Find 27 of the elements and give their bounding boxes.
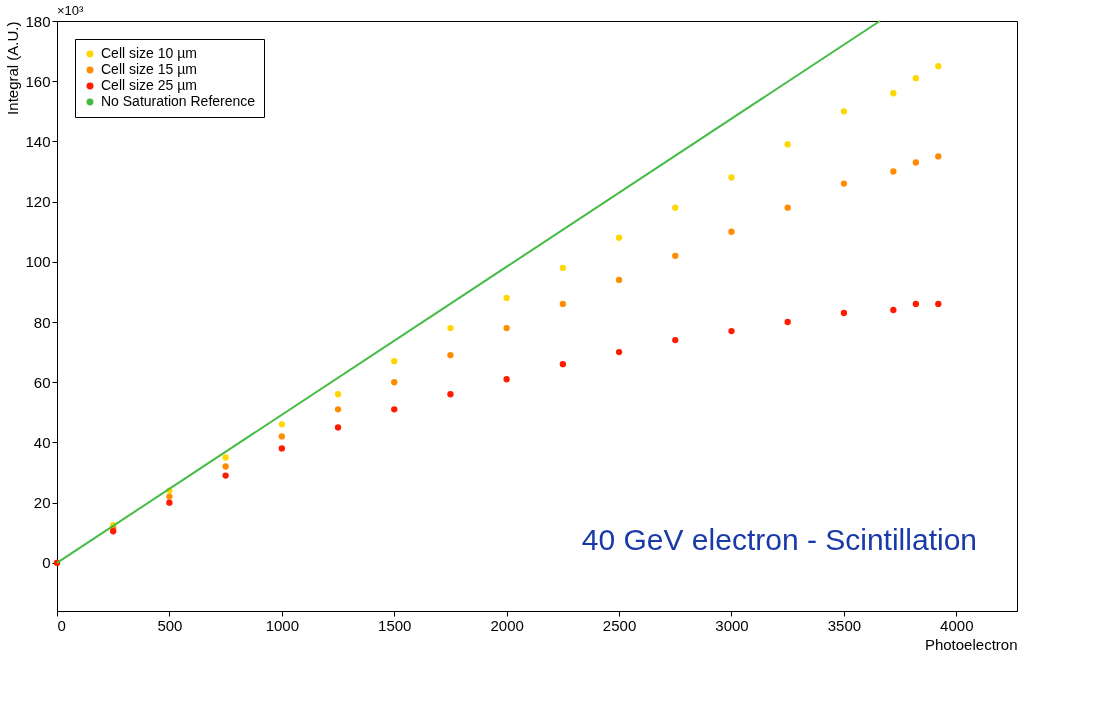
x-axis-title: Photoelectron (924, 635, 1018, 653)
legend-label: Cell size 10 µm (101, 45, 197, 61)
y-axis-title: Integral (A.U.) (4, 21, 22, 115)
legend-label: No Saturation Reference (101, 93, 256, 109)
y-tick-label: 80 (33, 313, 51, 331)
x-tick-label: 1500 (378, 616, 412, 634)
y-tick-label: 60 (33, 373, 51, 391)
x-tick-label: 2500 (602, 616, 637, 634)
y-tick-label: 100 (25, 253, 51, 271)
y-tick-label: 140 (25, 132, 51, 150)
annotation: 40 GeV electron - Scintillation (581, 523, 977, 556)
y-tick-label: 160 (25, 72, 51, 90)
x-tick-label: 1000 (265, 616, 300, 634)
y-tick-label: 180 (25, 12, 51, 30)
x-tick-label: 0 (57, 616, 66, 634)
y-tick-label: 40 (33, 433, 51, 451)
x-tick-label: 3500 (827, 616, 862, 634)
text: ×10³ (57, 3, 85, 18)
y-tick-label: 120 (25, 193, 51, 211)
y-tick-label: 0 (42, 554, 51, 572)
x-tick-label: 4000 (940, 616, 974, 634)
x-tick-label: 500 (157, 616, 183, 634)
x-tick-label: 3000 (715, 616, 749, 634)
legend-label: Cell size 15 µm (101, 61, 197, 77)
legend-label: Cell size 25 µm (101, 77, 197, 93)
y-tick-label: 20 (33, 494, 51, 512)
x-tick-label: 2000 (490, 616, 524, 634)
